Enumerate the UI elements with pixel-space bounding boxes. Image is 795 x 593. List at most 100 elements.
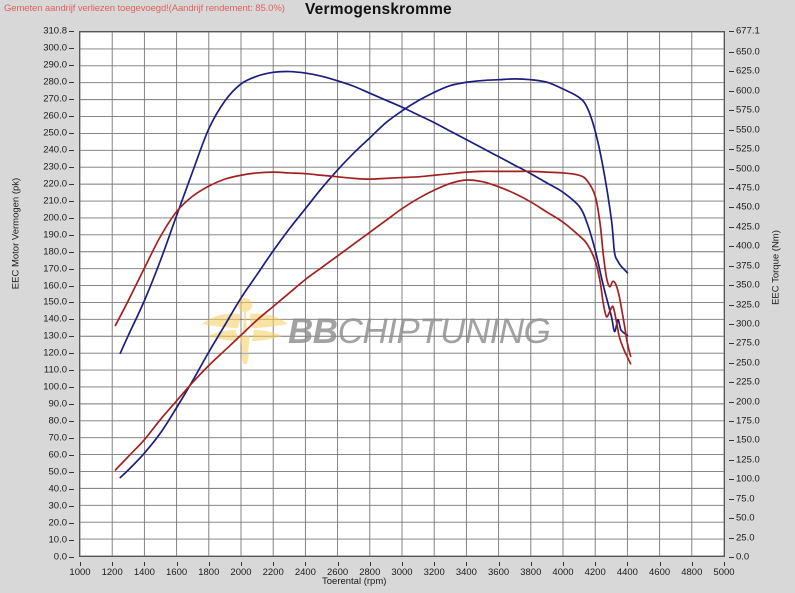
- x-tick-mark: [691, 562, 693, 566]
- x-tick: 1600: [166, 567, 188, 578]
- y-right-tick-mark: [729, 187, 734, 189]
- y-left-tick: 120.0: [43, 347, 67, 359]
- y-left-tick: 300.0: [43, 42, 67, 54]
- y-left-tick-mark: [69, 149, 74, 151]
- y-axis-left-ticks: 310.8 300.0 290.0 280.0 270.0 260.0 250.0 240.0…: [0, 26, 74, 563]
- y-right-tick-mark: [729, 557, 734, 558]
- y-left-tick-mark: [69, 183, 74, 185]
- y-left-tick-mark: [69, 387, 74, 389]
- x-tick-mark: [208, 562, 210, 566]
- y-left-tick: 180.0: [43, 246, 67, 258]
- y-left-tick-mark: [69, 132, 74, 134]
- y-left-tick-mark: [69, 557, 74, 558]
- x-tick-mark: [627, 562, 629, 566]
- x-tick: 4000: [552, 567, 574, 578]
- y-left-tick-mark: [69, 166, 74, 168]
- x-tick: 3400: [455, 567, 477, 578]
- x-tick-mark: [112, 562, 114, 566]
- curve-layer: [114, 70, 632, 479]
- y-left-tick-mark: [69, 285, 74, 287]
- y-right-tick: 450.0: [736, 201, 760, 213]
- x-tick: 3200: [423, 567, 445, 578]
- y-left-tick: 270.0: [43, 93, 67, 105]
- y-left-tick-mark: [69, 31, 74, 32]
- y-right-tick: 650.0: [736, 46, 760, 58]
- y-right-tick: 75.0: [736, 493, 755, 505]
- x-tick: 1000: [69, 567, 91, 578]
- y-left-tick-mark: [69, 455, 74, 457]
- y-right-tick-mark: [729, 246, 734, 248]
- y-right-tick: 677.1: [736, 25, 760, 37]
- y-right-tick-mark: [729, 362, 734, 364]
- y-left-tick-mark: [69, 115, 74, 117]
- y-left-tick: 50.0: [48, 466, 68, 478]
- y-right-tick-mark: [729, 71, 734, 73]
- y-right-tick: 625.0: [736, 65, 760, 77]
- y-left-tick: 70.0: [48, 432, 68, 444]
- x-tick-mark: [434, 562, 436, 566]
- x-tick: 3600: [488, 567, 510, 578]
- y-right-tick-mark: [729, 265, 734, 267]
- x-tick-mark: [466, 562, 468, 566]
- y-right-tick-mark: [729, 90, 734, 92]
- series-torque-tuned: [119, 70, 629, 355]
- y-left-tick: 260.0: [43, 110, 67, 122]
- y-left-tick-mark: [69, 251, 74, 253]
- y-right-tick-mark: [729, 31, 734, 32]
- y-left-tick-mark: [69, 268, 74, 270]
- y-left-tick: 240.0: [43, 144, 67, 156]
- y-left-tick-mark: [69, 523, 74, 525]
- y-left-tick-mark: [69, 353, 74, 355]
- y-right-tick-mark: [729, 537, 734, 539]
- y-right-tick: 525.0: [736, 143, 760, 155]
- y-right-tick-mark: [729, 421, 734, 423]
- x-axis-label: Toerental (rpm): [322, 576, 387, 587]
- y-right-tick-mark: [729, 129, 734, 131]
- y-left-tick-mark: [69, 64, 74, 66]
- y-left-tick-mark: [69, 336, 74, 338]
- y-right-tick: 425.0: [736, 221, 760, 233]
- x-tick-mark: [273, 562, 275, 566]
- y-left-tick: 130.0: [43, 330, 67, 342]
- y-left-tick: 250.0: [43, 127, 67, 139]
- x-tick: 2400: [294, 567, 316, 578]
- y-right-tick-mark: [729, 226, 734, 228]
- x-tick: 4200: [584, 567, 606, 578]
- y-left-tick: 30.0: [48, 500, 68, 512]
- series-power-tuned: [119, 78, 629, 479]
- y-right-tick-mark: [729, 498, 734, 500]
- y-left-tick-mark: [69, 404, 74, 406]
- y-left-tick-mark: [69, 540, 74, 542]
- y-left-tick: 220.0: [43, 178, 67, 190]
- y-left-tick: 160.0: [43, 280, 67, 292]
- y-left-tick: 90.0: [48, 398, 68, 410]
- y-left-tick-mark: [69, 319, 74, 321]
- x-tick-mark: [241, 562, 242, 566]
- y-right-tick: 575.0: [736, 104, 760, 116]
- y-right-tick: 125.0: [736, 454, 760, 466]
- series-power-stock: [114, 179, 632, 471]
- y-right-tick: 250.0: [736, 357, 760, 369]
- grid-layer: [80, 32, 724, 556]
- x-tick-mark: [337, 562, 339, 566]
- y-left-tick: 280.0: [43, 76, 67, 88]
- y-left-tick: 20.0: [48, 517, 68, 529]
- y-left-tick: 0.0: [53, 551, 67, 563]
- y-left-tick-mark: [69, 302, 74, 304]
- x-tick: 5000: [713, 567, 735, 578]
- y-right-tick: 500.0: [736, 163, 760, 175]
- y-left-tick: 170.0: [43, 263, 67, 275]
- y-left-tick-mark: [69, 217, 74, 219]
- y-right-tick: 150.0: [736, 434, 760, 446]
- y-left-tick: 10.0: [48, 534, 68, 546]
- y-left-tick-mark: [69, 370, 74, 372]
- y-left-tick: 80.0: [48, 415, 68, 427]
- y-left-tick: 140.0: [43, 313, 67, 325]
- y-left-tick-mark: [69, 506, 74, 508]
- x-tick: 2000: [230, 567, 252, 578]
- y-right-tick-mark: [729, 323, 734, 325]
- x-tick-mark: [563, 562, 564, 566]
- y-left-tick: 60.0: [48, 449, 68, 461]
- x-tick-mark: [498, 562, 500, 566]
